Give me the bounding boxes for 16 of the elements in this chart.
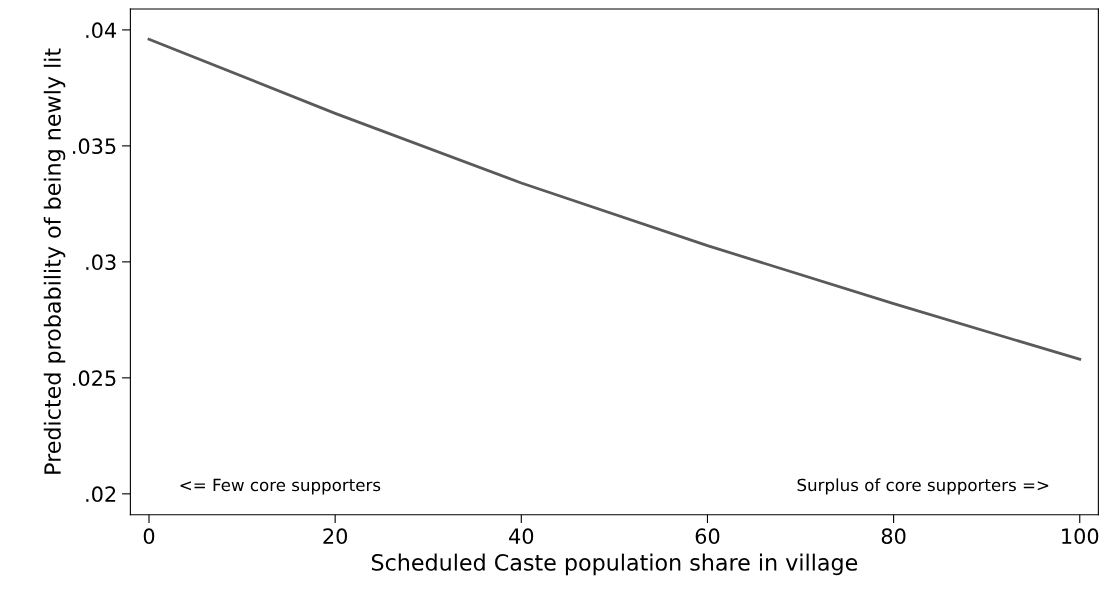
- x-axis-title: Scheduled Caste population share in village: [371, 553, 858, 576]
- x-tick-label: 60: [695, 528, 720, 545]
- annotation: Surplus of core supporters =>: [797, 478, 1049, 495]
- y-tick-label: .025: [73, 370, 116, 387]
- y-tick-label: .03: [86, 254, 116, 271]
- annotation: <= Few core supporters: [180, 478, 381, 495]
- x-tick-label: 20: [323, 528, 348, 545]
- x-tick-label: 40: [509, 528, 534, 545]
- y-tick-label: .035: [73, 138, 116, 155]
- y-tick-label: .04: [86, 22, 117, 39]
- line-series: [147, 37, 1082, 361]
- x-tick-label: 100: [1062, 528, 1099, 545]
- y-axis-title: Predicted probability of being newly lit: [43, 48, 66, 474]
- y-tick-label: .02: [86, 486, 116, 503]
- x-tick-label: 80: [881, 528, 906, 545]
- x-tick-label: 0: [143, 528, 155, 545]
